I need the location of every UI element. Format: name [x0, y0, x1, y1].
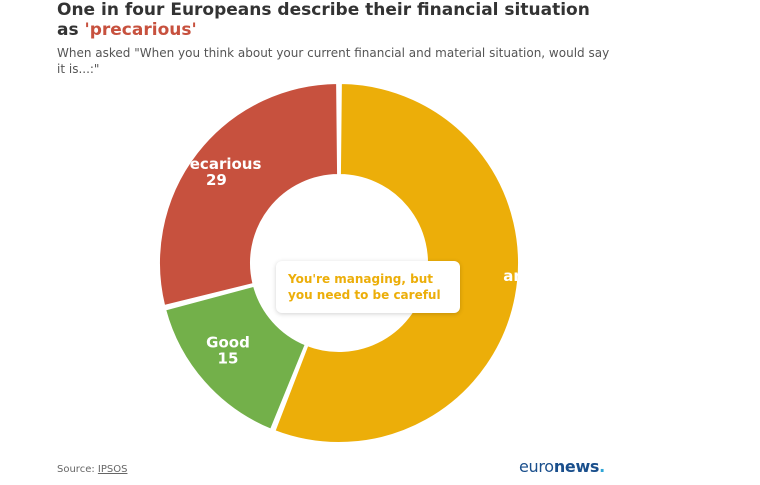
chart-subtitle: When asked "When you think about your cu…	[57, 46, 610, 76]
slice-label-name: Precarious	[171, 155, 261, 173]
slice-label-2: Good 15	[206, 334, 250, 368]
slice-label-value: 56	[518, 283, 539, 301]
source-note: Source: IPSOS	[57, 464, 127, 475]
slice-label-1: Precarious 29	[171, 155, 261, 189]
logo-dot: .	[599, 457, 605, 476]
slice-label-value: 29	[206, 171, 227, 189]
source-link[interactable]: IPSOS	[97, 464, 128, 475]
donut-labels: Precarious 29 Good 15 anced 56	[171, 155, 553, 367]
chart-title: One in four Europeans describe their fin…	[57, 0, 617, 40]
slice-precarious[interactable]	[158, 82, 340, 307]
slice-balanced[interactable]	[273, 82, 520, 444]
slice-label-value: 15	[218, 350, 239, 368]
slice-good[interactable]	[164, 284, 307, 431]
slice-label-name: Good	[206, 334, 250, 352]
donut-slices	[158, 82, 520, 444]
slice-label-name: anced	[503, 267, 554, 285]
source-prefix: Source:	[57, 464, 98, 475]
logo-part-euro: euro	[519, 457, 554, 476]
chart-tooltip: You're managing, but you need to be care…	[276, 261, 460, 313]
tooltip-text: You're managing, but you need to be care…	[288, 272, 441, 302]
euronews-logo: euronews.	[519, 457, 605, 476]
chart-title-highlight: 'precarious'	[84, 20, 197, 40]
slice-label-3: anced 56	[503, 267, 554, 301]
logo-part-news: news	[553, 457, 600, 476]
chart-title-main: One in four Europeans describe their fin…	[57, 0, 590, 40]
